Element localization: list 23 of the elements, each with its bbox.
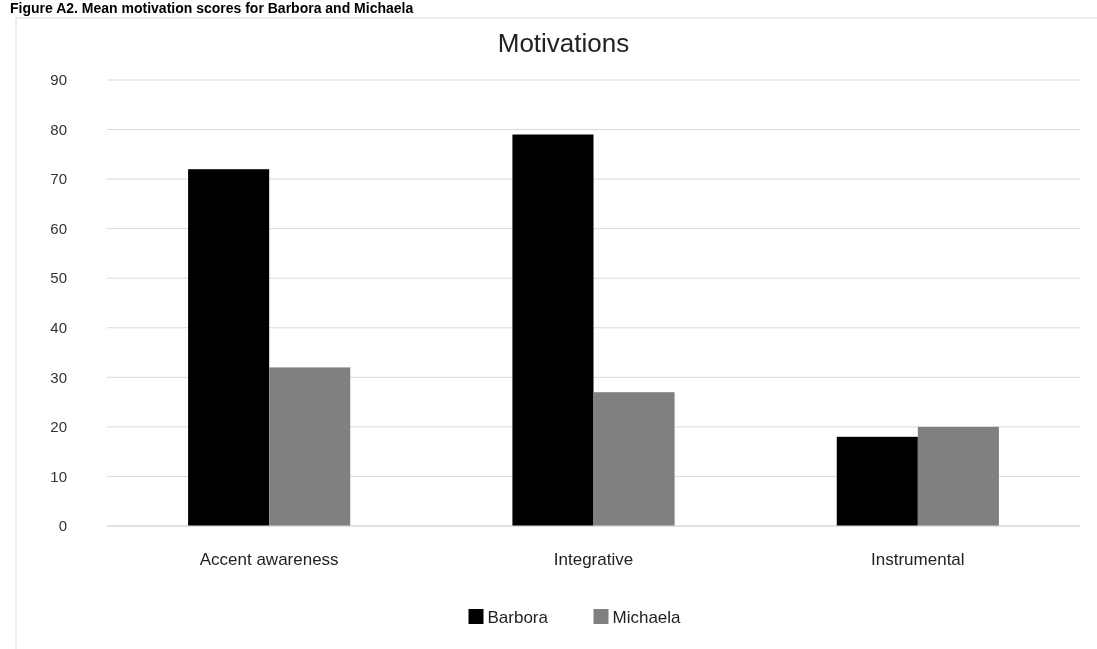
y-tick-label: 0 <box>58 517 67 535</box>
bar <box>593 392 675 526</box>
bar <box>188 169 270 526</box>
caption: Figure A2. Mean motivation scores for Barbora and Michaela <box>10 0 414 16</box>
y-tick-label: 20 <box>50 418 67 436</box>
chart-title: Motivations <box>497 28 630 58</box>
legend-label: Michaela <box>612 607 682 627</box>
x-tick-label: Accent awareness <box>199 550 339 569</box>
y-tick-label: 90 <box>50 71 67 89</box>
y-tick-label: 80 <box>50 120 67 138</box>
x-tick-label: Instrumental <box>871 550 965 569</box>
y-tick-label: 60 <box>50 219 67 237</box>
y-tick-label: 50 <box>50 269 67 287</box>
bar <box>269 367 351 526</box>
legend-label: Barbora <box>487 607 549 627</box>
y-tick-label: 40 <box>50 319 67 337</box>
bar <box>917 426 999 526</box>
y-tick-label: 30 <box>50 368 67 386</box>
x-tick-label: Integrative <box>553 550 634 569</box>
bar <box>836 436 918 526</box>
y-tick-label: 70 <box>50 170 67 188</box>
y-tick-label: 10 <box>50 467 67 485</box>
bar <box>512 134 594 526</box>
